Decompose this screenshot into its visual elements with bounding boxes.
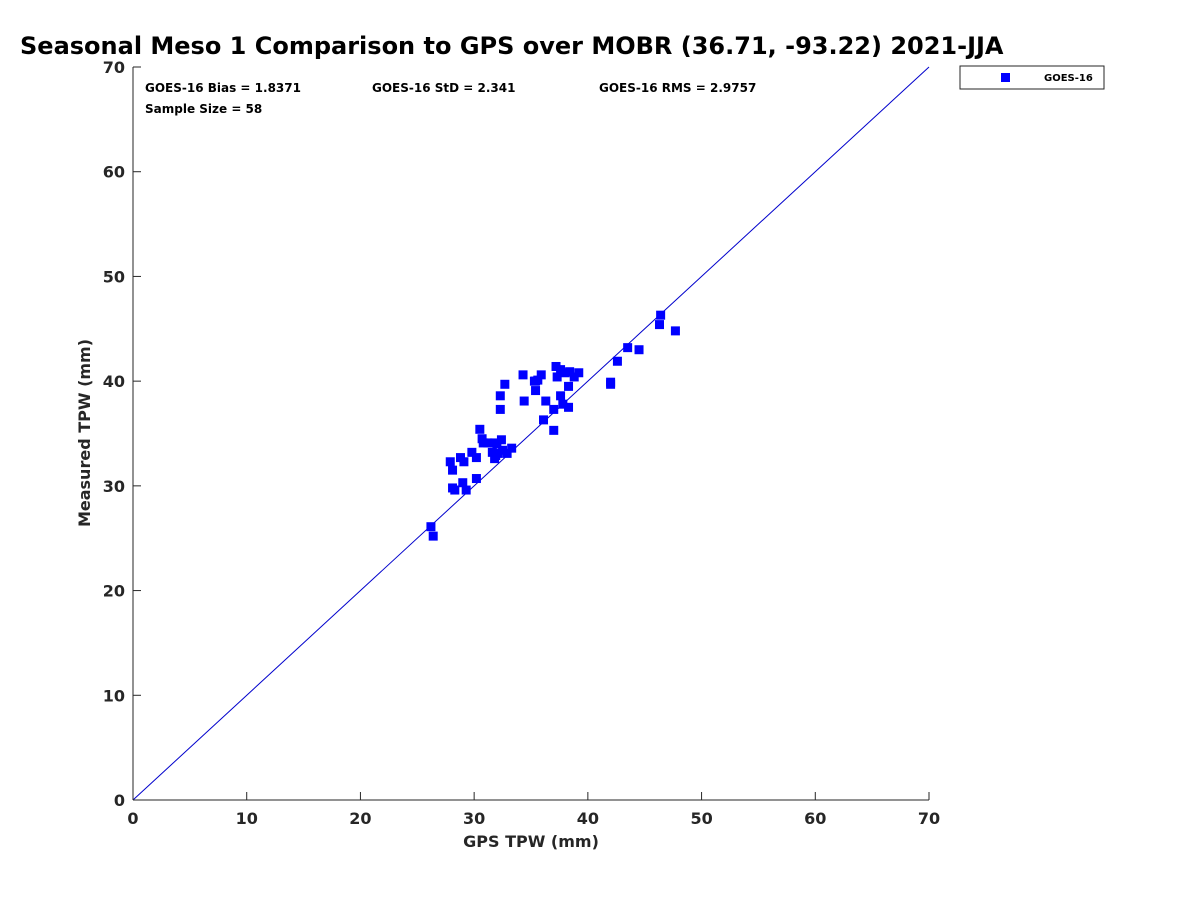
data-point: [556, 391, 566, 401]
data-point: [426, 522, 436, 532]
stat-sample-size: Sample Size = 58: [145, 102, 262, 116]
data-point: [533, 375, 543, 385]
data-point: [475, 424, 485, 434]
data-point: [478, 438, 488, 448]
y-tick-label: 10: [103, 686, 125, 705]
data-point: [507, 443, 517, 453]
y-ticks: 0 10 20 30 40 50 60 70: [103, 58, 141, 810]
data-point: [458, 478, 468, 488]
data-point: [498, 445, 508, 455]
data-point: [654, 320, 664, 330]
data-point: [518, 370, 528, 380]
y-tick-label: 0: [114, 791, 125, 810]
data-point: [495, 391, 505, 401]
data-point: [496, 435, 506, 445]
data-point: [493, 448, 503, 458]
data-point: [558, 399, 568, 409]
data-point: [634, 345, 644, 355]
data-points: [426, 310, 680, 541]
data-point: [560, 368, 570, 378]
data-point: [564, 381, 574, 391]
x-tick-label: 50: [690, 809, 712, 828]
data-point: [500, 379, 510, 389]
data-point: [483, 438, 493, 448]
y-tick-label: 30: [103, 477, 125, 496]
data-point: [549, 425, 559, 435]
x-axis-label: GPS TPW (mm): [463, 832, 599, 851]
data-point: [471, 474, 481, 484]
data-point: [448, 465, 458, 475]
x-tick-label: 30: [463, 809, 485, 828]
y-tick-label: 20: [103, 582, 125, 601]
data-point: [564, 402, 574, 412]
one-to-one-line: [132, 66, 930, 801]
data-point: [519, 396, 529, 406]
data-point: [450, 485, 460, 495]
stat-std: GOES-16 StD = 2.341: [372, 81, 515, 95]
data-point: [502, 448, 512, 458]
y-axis-label: Measured TPW (mm): [75, 339, 94, 527]
data-point: [549, 404, 559, 414]
legend-label-goes16: GOES-16: [1044, 73, 1093, 84]
chart-title: Seasonal Meso 1 Comparison to GPS over M…: [20, 32, 1004, 60]
plot-area: 0 10 20 30 40 50 60 70 0 10 20 30 40 50 60 70: [103, 58, 940, 828]
data-point: [551, 361, 561, 371]
x-tick-label: 0: [127, 809, 138, 828]
data-point: [670, 326, 680, 336]
x-tick-label: 10: [236, 809, 258, 828]
x-ticks: 0 10 20 30 40 50 60 70: [127, 792, 940, 828]
data-point: [574, 368, 584, 378]
legend-marker: [1001, 73, 1010, 82]
x-tick-label: 40: [577, 809, 599, 828]
x-tick-label: 70: [918, 809, 940, 828]
data-point: [536, 370, 546, 380]
stat-rms: GOES-16 RMS = 2.9757: [599, 81, 756, 95]
data-point: [539, 415, 549, 425]
data-point: [467, 447, 477, 457]
data-point: [471, 453, 481, 463]
data-point: [656, 310, 666, 320]
y-tick-label: 50: [103, 267, 125, 286]
data-point: [556, 365, 566, 375]
data-point: [531, 386, 541, 396]
data-point: [445, 457, 455, 467]
y-tick-label: 40: [103, 372, 125, 391]
data-point: [541, 396, 551, 406]
data-point: [428, 531, 438, 541]
data-point: [612, 356, 622, 366]
data-point: [461, 485, 471, 495]
legend: GOES-16: [959, 65, 1105, 90]
data-point: [459, 457, 469, 467]
data-point: [492, 439, 502, 449]
y-tick-label: 60: [103, 163, 125, 182]
data-point: [569, 372, 579, 382]
data-point: [495, 404, 505, 414]
legend-box: [959, 65, 1105, 90]
data-point: [606, 377, 616, 387]
data-point: [565, 367, 575, 377]
data-point: [623, 343, 633, 353]
y-tick-label: 70: [103, 58, 125, 77]
x-tick-label: 60: [804, 809, 826, 828]
data-point: [552, 372, 562, 382]
x-tick-label: 20: [349, 809, 371, 828]
stat-bias: GOES-16 Bias = 1.8371: [145, 81, 301, 95]
